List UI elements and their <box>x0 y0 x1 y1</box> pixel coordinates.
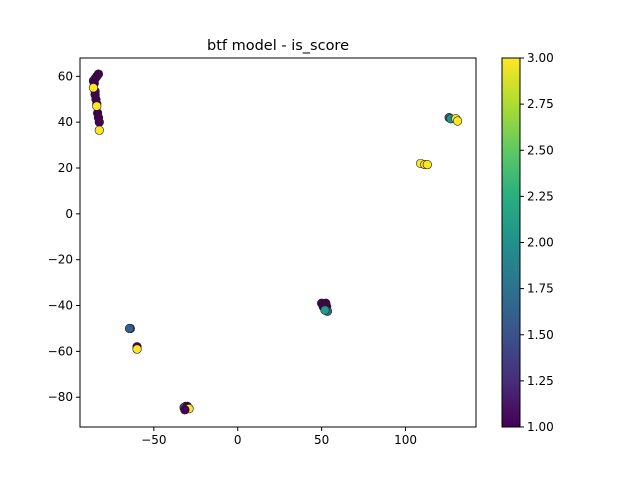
scatter-point <box>180 405 190 415</box>
scatter-point <box>422 159 432 170</box>
colorbar <box>501 57 521 428</box>
y-tick-label: 60 <box>58 69 73 83</box>
colorbar-tick-label: 3.00 <box>527 51 554 65</box>
colorbar-tick-label: 2.25 <box>527 189 554 203</box>
y-tick-label: 20 <box>58 161 73 175</box>
plot-frame <box>79 57 477 428</box>
scatter-point <box>88 83 99 93</box>
y-axis: −80 −60 −40 −20 0 20 40 60 <box>48 69 80 404</box>
colorbar-tick-label: 2.00 <box>527 236 554 250</box>
colorbar-tick-label: 1.75 <box>527 282 554 296</box>
scatter-point <box>124 323 135 334</box>
chart-title: btf model - is_score <box>207 38 349 54</box>
colorbar-tick-label: 2.50 <box>527 143 554 157</box>
y-tick-label: −40 <box>48 299 73 313</box>
scatter-point <box>320 305 330 315</box>
scatter-point <box>94 117 104 127</box>
y-tick-label: 0 <box>65 207 73 221</box>
scatter-point <box>94 125 104 135</box>
points-layer <box>88 69 463 415</box>
x-tick-label: 0 <box>234 433 242 447</box>
x-tick-label: 100 <box>394 433 417 447</box>
scatter-point <box>452 116 463 126</box>
colorbar-tick-label: 2.75 <box>527 97 554 111</box>
y-tick-label: −80 <box>48 390 73 404</box>
scatter-point <box>92 101 102 111</box>
colorbar-tick-label: 1.50 <box>527 328 554 342</box>
y-tick-label: 40 <box>58 115 73 129</box>
colorbar-axis: 1.00 1.25 1.50 1.75 2.00 2.25 2.50 2.75 3.00 <box>520 51 554 434</box>
y-tick-label: −60 <box>48 344 73 358</box>
x-tick-label: −50 <box>141 433 166 447</box>
colorbar-tick-label: 1.00 <box>527 420 554 434</box>
x-axis: −50 0 50 100 <box>141 427 417 447</box>
colorbar-tick-label: 1.25 <box>527 374 554 388</box>
scatter-point <box>132 344 142 354</box>
x-tick-label: 50 <box>314 433 329 447</box>
y-tick-label: −20 <box>48 253 73 267</box>
